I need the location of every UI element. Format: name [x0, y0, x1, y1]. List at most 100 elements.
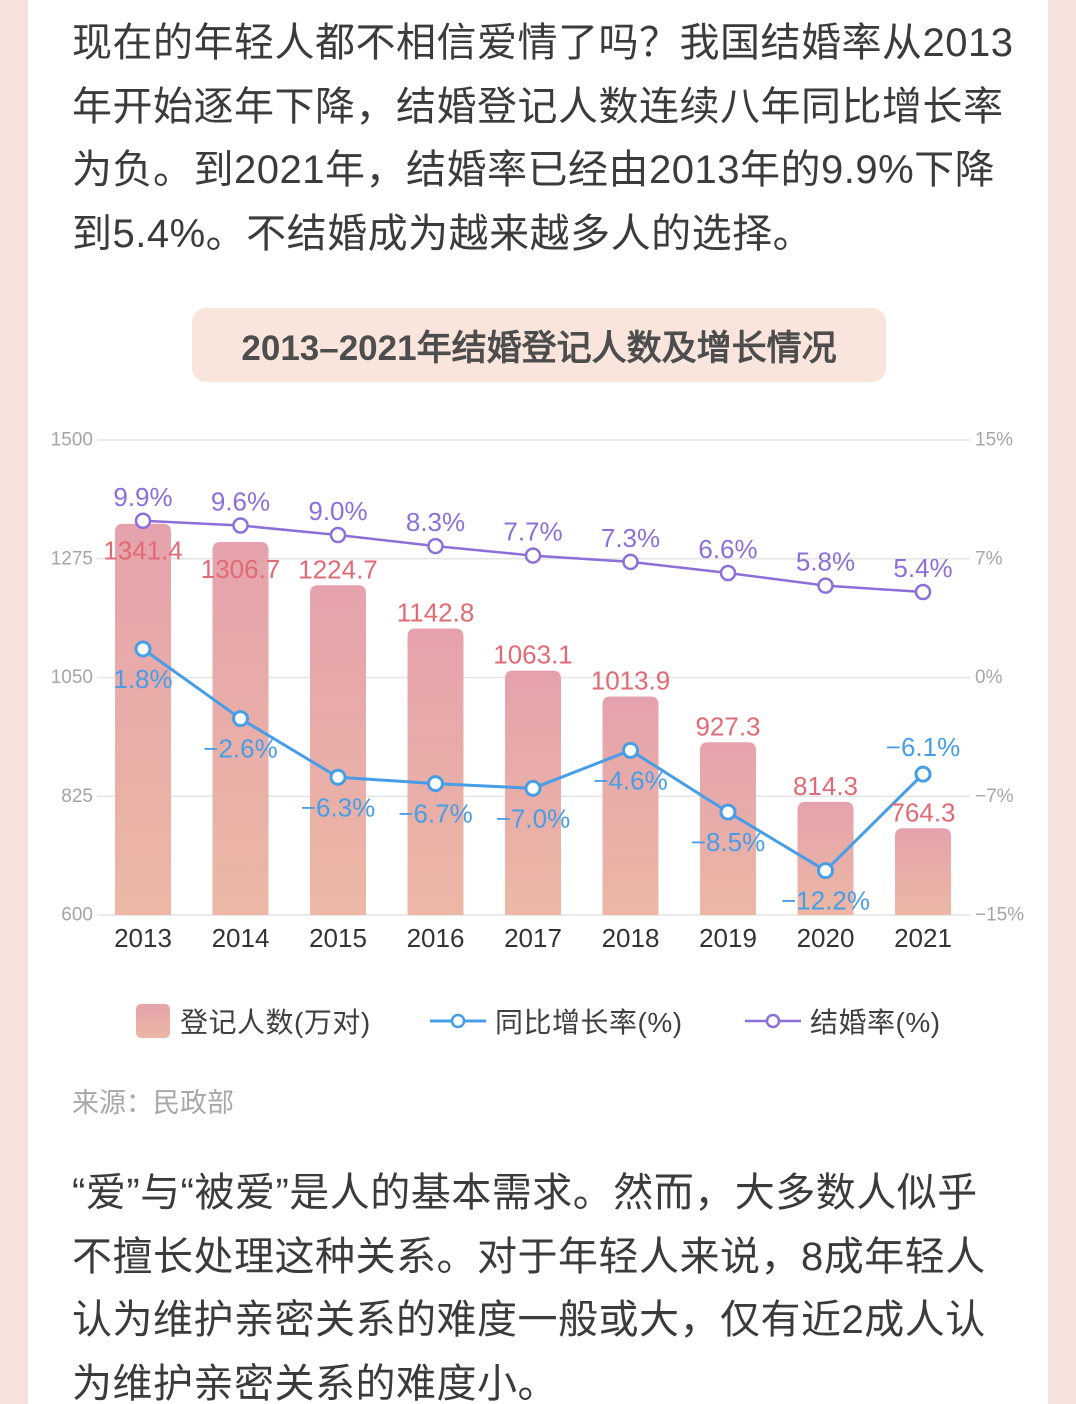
outro-line: 认为维护亲密关系的难度一般或大，仅有近2成人认 — [72, 1298, 986, 1342]
bar-value-label-2018: 1013.9 — [591, 666, 671, 696]
x-axis-label-2015: 2015 — [309, 923, 367, 953]
source-note: 来源：民政部 — [72, 1088, 234, 1118]
intro-line: 为负。到2021年，结婚率已经由2013年的9.9%下降 — [72, 148, 996, 192]
rate-label-2019: 6.6% — [698, 534, 757, 564]
bar-series — [115, 523, 951, 915]
x-axis-label-2020: 2020 — [797, 923, 855, 953]
intro-line: 现在的年轻人都不相信爱情了吗？我国结婚率从2013 — [72, 21, 1012, 65]
y2-axis-tick-label: −7% — [975, 786, 1014, 807]
y-axis-tick-label: 600 — [61, 905, 93, 926]
axis-tick-labels: 1500 15% 1275 7% 1050 0% 825 −7% 600 −15% — [51, 430, 1025, 926]
rate-label-2020: 5.8% — [796, 547, 855, 577]
rate-label-2021: 5.4% — [893, 553, 952, 583]
intro-paragraph: 现在的年轻人都不相信爱情了吗？我国结婚率从2013 年开始逐年下降，结婚登记人数… — [72, 12, 1012, 266]
y2-axis-tick-label: 0% — [975, 667, 1003, 688]
y-axis-tick-label: 825 — [61, 786, 93, 807]
growth-point-2021 — [914, 765, 932, 783]
bar-value-label-2017: 1063.1 — [493, 640, 573, 670]
rate-point-2016 — [427, 537, 444, 555]
bar-2014 — [212, 542, 269, 915]
rate-point-2020 — [817, 577, 834, 594]
line-points — [134, 512, 932, 880]
rate-label-2018: 7.3% — [601, 523, 660, 553]
legend-item-marriage-rate[interactable]: 结婚率(%) — [745, 1000, 941, 1042]
bar-2020 — [797, 801, 854, 915]
rate-point-2013 — [134, 512, 152, 529]
rate-label-2014: 9.6% — [211, 487, 270, 517]
growth-label-2018: −4.6% — [593, 765, 667, 795]
growth-label-2019: −8.5% — [691, 827, 765, 857]
y-axis-tick-label: 1275 — [51, 548, 93, 569]
x-axis-label-2016: 2016 — [407, 923, 465, 953]
rate-point-2018 — [622, 553, 639, 571]
growth-label-2013: 1.8% — [113, 664, 172, 694]
rate-label-2015: 9.0% — [308, 496, 367, 526]
growth-label-2014: −2.6% — [203, 734, 277, 764]
x-axis-label-2017: 2017 — [504, 923, 562, 953]
growth-label-2015: −6.3% — [301, 792, 375, 822]
growth-point-2014 — [232, 710, 249, 728]
bar-value-label-2021: 764.3 — [890, 797, 955, 827]
y2-axis-tick-label: 15% — [975, 430, 1013, 451]
x-axis-label-2019: 2019 — [699, 923, 757, 953]
legend-growth-line-icon — [430, 1013, 486, 1029]
rate-label-2013: 9.9% — [113, 482, 172, 512]
growth-point-2018 — [622, 741, 639, 759]
outro-paragraph: “爱”与“被爱”是人的基本需求。然而，大多数人似乎 不擅长处理这种关系。对于年轻… — [72, 1162, 1012, 1404]
legend-item-growth-rate[interactable]: 同比增长率(%) — [430, 1000, 683, 1042]
bar-value-label-2016: 1142.8 — [397, 598, 475, 628]
bar-2013 — [115, 523, 171, 915]
y-axis-tick-label: 1500 — [51, 430, 93, 451]
bar-2019 — [700, 742, 756, 915]
rate-point-2014 — [232, 517, 249, 534]
legend-label-registrations: 登记人数(万对) — [180, 1007, 371, 1038]
intro-line: 年开始逐年下降，结婚登记人数连续八年同比增长率 — [72, 84, 1004, 129]
y-axis-tick-label: 1050 — [51, 667, 93, 688]
x-axis-label-2014: 2014 — [212, 923, 270, 953]
growth-label-2021: −6.1% — [886, 732, 960, 762]
data-labels: 1341.4 1306.7 1224.7 1142.8 1063.1 1013.9 927.… — [103, 482, 960, 916]
legend-label-marriage-rate: 结婚率(%) — [810, 1007, 941, 1038]
growth-point-2017 — [524, 779, 542, 797]
chart-title-banner: 2013–2021年结婚登记人数及增长情况 — [192, 308, 886, 382]
x-axis-labels: 2013 2014 2015 2016 2017 2018 2019 2020 2021 — [114, 923, 952, 953]
bar-value-label-2014: 1306.7 — [201, 554, 281, 584]
bar-2016 — [407, 628, 464, 915]
growth-point-2016 — [427, 775, 444, 793]
legend-label-growth-rate: 同比增长率(%) — [495, 1007, 683, 1038]
rate-label-2016: 8.3% — [406, 507, 465, 537]
y2-axis-tick-label: 7% — [975, 548, 1003, 569]
legend-bar-swatch — [136, 1004, 170, 1038]
rate-label-2017: 7.7% — [503, 517, 562, 547]
growth-point-2019 — [719, 803, 737, 821]
growth-label-2016: −6.7% — [398, 799, 472, 829]
growth-label-2020: −12.2% — [781, 886, 870, 916]
growth-point-2013 — [134, 640, 152, 658]
growth-point-2015 — [329, 768, 347, 786]
outro-line: 为维护亲密关系的难度小。 — [72, 1361, 558, 1404]
legend-item-registrations[interactable]: 登记人数(万对) — [136, 1000, 371, 1042]
intro-line: 到5.4%。不结婚成为越来越多人的选择。 — [72, 211, 814, 256]
rate-point-2017 — [524, 547, 542, 564]
marriage-registration-chart: 1500 15%1275 7%1050 0%825 −7%600 −15% 1341.41… — [51, 430, 1025, 954]
x-axis-label-2021: 2021 — [894, 923, 952, 953]
rate-point-2021 — [914, 583, 932, 601]
bar-value-label-2015: 1224.7 — [298, 554, 378, 584]
rate-point-2019 — [719, 564, 737, 582]
growth-point-2020 — [817, 862, 834, 880]
bar-2018 — [602, 696, 659, 915]
legend-marriage-rate-line-icon — [745, 1013, 801, 1029]
y2-axis-tick-label: −15% — [975, 905, 1024, 926]
bar-value-label-2019: 927.3 — [695, 711, 760, 741]
x-axis-label-2013: 2013 — [114, 923, 172, 953]
chart-title: 2013–2021年结婚登记人数及增长情况 — [241, 328, 837, 368]
bar-2015 — [310, 585, 366, 915]
x-axis-label-2018: 2018 — [602, 923, 660, 953]
bar-2021 — [895, 828, 951, 915]
growth-label-2017: −7.0% — [496, 803, 570, 833]
bar-value-label-2013: 1341.4 — [103, 536, 183, 566]
outro-line: “爱”与“被爱”是人的基本需求。然而，大多数人似乎 — [72, 1171, 978, 1215]
outro-line: 不擅长处理这种关系。对于年轻人来说，8成年轻人 — [72, 1234, 986, 1279]
bar-value-label-2020: 814.3 — [793, 771, 858, 801]
